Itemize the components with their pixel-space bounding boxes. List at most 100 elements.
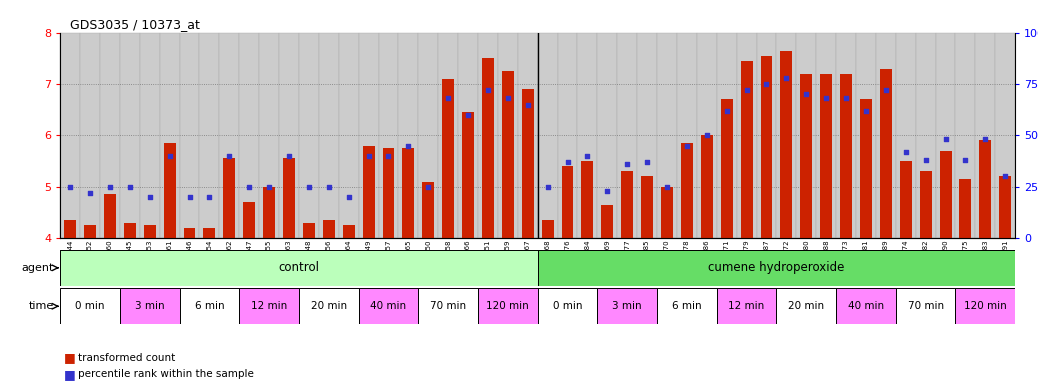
- Text: cumene hydroperoxide: cumene hydroperoxide: [708, 262, 845, 274]
- Bar: [657, 33, 677, 238]
- Point: [619, 161, 635, 167]
- Bar: [359, 288, 418, 324]
- Bar: [920, 171, 932, 238]
- Point: [182, 194, 198, 200]
- Text: 120 min: 120 min: [964, 301, 1007, 311]
- Point: [599, 188, 616, 194]
- Text: 40 min: 40 min: [848, 301, 884, 311]
- Point: [957, 157, 974, 163]
- Bar: [681, 143, 693, 238]
- Bar: [343, 225, 355, 238]
- Bar: [359, 33, 379, 238]
- Point: [679, 142, 695, 149]
- Text: 70 min: 70 min: [907, 301, 944, 311]
- Bar: [955, 33, 976, 238]
- Point: [440, 95, 457, 101]
- Text: 6 min: 6 min: [672, 301, 702, 311]
- Bar: [538, 250, 1015, 286]
- Text: ■: ■: [64, 368, 76, 381]
- Bar: [761, 56, 772, 238]
- Text: GDS3035 / 10373_at: GDS3035 / 10373_at: [70, 18, 199, 31]
- Bar: [896, 288, 956, 324]
- Point: [82, 190, 99, 196]
- Bar: [479, 33, 498, 238]
- Text: control: control: [278, 262, 320, 274]
- Bar: [716, 288, 776, 324]
- Point: [579, 153, 596, 159]
- Point: [758, 81, 774, 87]
- Bar: [837, 288, 896, 324]
- Text: 0 min: 0 min: [553, 301, 582, 311]
- Bar: [896, 33, 916, 238]
- Bar: [622, 171, 633, 238]
- Bar: [502, 71, 514, 238]
- Bar: [840, 74, 852, 238]
- Bar: [283, 159, 295, 238]
- Bar: [64, 220, 76, 238]
- Point: [559, 159, 576, 165]
- Point: [818, 95, 835, 101]
- Bar: [60, 288, 120, 324]
- Bar: [303, 223, 315, 238]
- Point: [638, 159, 655, 165]
- Bar: [219, 33, 240, 238]
- Bar: [562, 166, 573, 238]
- Text: agent: agent: [22, 263, 54, 273]
- Bar: [104, 194, 116, 238]
- Point: [221, 153, 238, 159]
- Bar: [240, 288, 299, 324]
- Bar: [164, 143, 175, 238]
- Bar: [383, 148, 394, 238]
- Bar: [800, 74, 813, 238]
- Bar: [223, 159, 236, 238]
- Point: [977, 136, 993, 142]
- Bar: [442, 79, 455, 238]
- Point: [838, 95, 854, 101]
- Bar: [180, 33, 199, 238]
- Point: [718, 108, 735, 114]
- Bar: [299, 288, 359, 324]
- Point: [161, 153, 177, 159]
- Bar: [180, 288, 239, 324]
- Point: [400, 142, 416, 149]
- Point: [996, 174, 1013, 180]
- Bar: [362, 146, 375, 238]
- Bar: [279, 33, 299, 238]
- Bar: [199, 33, 219, 238]
- Point: [102, 184, 118, 190]
- Bar: [264, 187, 275, 238]
- Bar: [741, 61, 753, 238]
- Bar: [861, 99, 872, 238]
- Bar: [144, 225, 156, 238]
- Point: [699, 132, 715, 139]
- Bar: [458, 33, 477, 238]
- Text: 6 min: 6 min: [194, 301, 224, 311]
- Point: [519, 101, 536, 108]
- Point: [460, 112, 476, 118]
- Point: [201, 194, 218, 200]
- Point: [360, 153, 377, 159]
- Bar: [880, 69, 892, 238]
- Bar: [518, 33, 538, 238]
- Bar: [959, 179, 972, 238]
- Bar: [995, 33, 1015, 238]
- Bar: [900, 161, 911, 238]
- Text: 3 min: 3 min: [135, 301, 165, 311]
- Point: [778, 75, 795, 81]
- Bar: [820, 74, 832, 238]
- Point: [937, 136, 954, 142]
- Point: [918, 157, 934, 163]
- Text: 20 min: 20 min: [310, 301, 347, 311]
- Point: [340, 194, 357, 200]
- Bar: [319, 33, 338, 238]
- Bar: [581, 161, 594, 238]
- Point: [141, 194, 158, 200]
- Bar: [80, 33, 100, 238]
- Bar: [522, 89, 534, 238]
- Bar: [856, 33, 876, 238]
- Bar: [422, 182, 434, 238]
- Bar: [243, 202, 255, 238]
- Point: [738, 87, 755, 93]
- Bar: [701, 136, 713, 238]
- Bar: [403, 148, 414, 238]
